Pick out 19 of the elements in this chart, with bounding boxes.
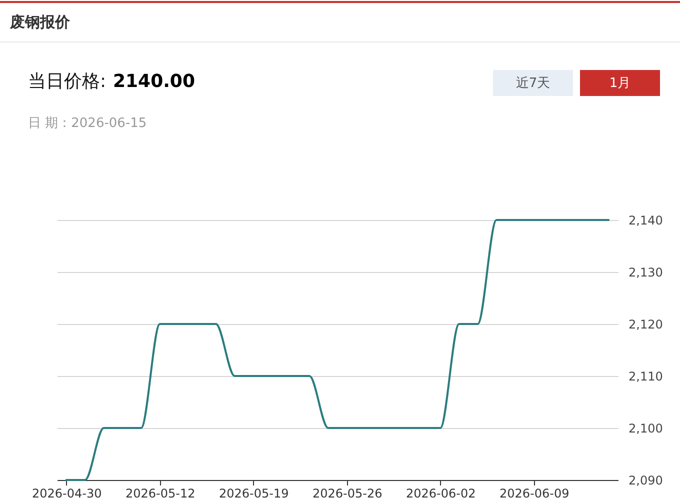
y-tick-label: 2,140 — [628, 214, 663, 228]
text: 日 期：2026-06-15 — [28, 116, 147, 131]
y-tick-label: 2,130 — [628, 266, 663, 280]
chart-title: 废钢报价 — [9, 13, 71, 31]
y-tick-label: 2,120 — [628, 318, 663, 332]
text: 当日价格: — [28, 71, 106, 92]
text: 1月 — [609, 76, 631, 91]
text: 2140.00 — [113, 71, 195, 92]
text: 近7天 — [516, 76, 550, 91]
line-series — [65, 219, 610, 481]
y-tick-label: 2,100 — [628, 422, 663, 436]
x-tick-label: 2026-04-30 — [32, 486, 102, 500]
y-tick-label: 2,090 — [628, 474, 663, 488]
x-tick-label: 2026-05-26 — [312, 486, 382, 500]
x-tick-label: 2026-05-19 — [218, 486, 289, 500]
x-tick-label: 2026-06-09 — [499, 486, 570, 500]
y-tick-label: 2,110 — [628, 370, 663, 384]
x-tick-label: 2026-06-02 — [406, 486, 476, 500]
x-tick-label: 2026-05-12 — [125, 486, 196, 500]
